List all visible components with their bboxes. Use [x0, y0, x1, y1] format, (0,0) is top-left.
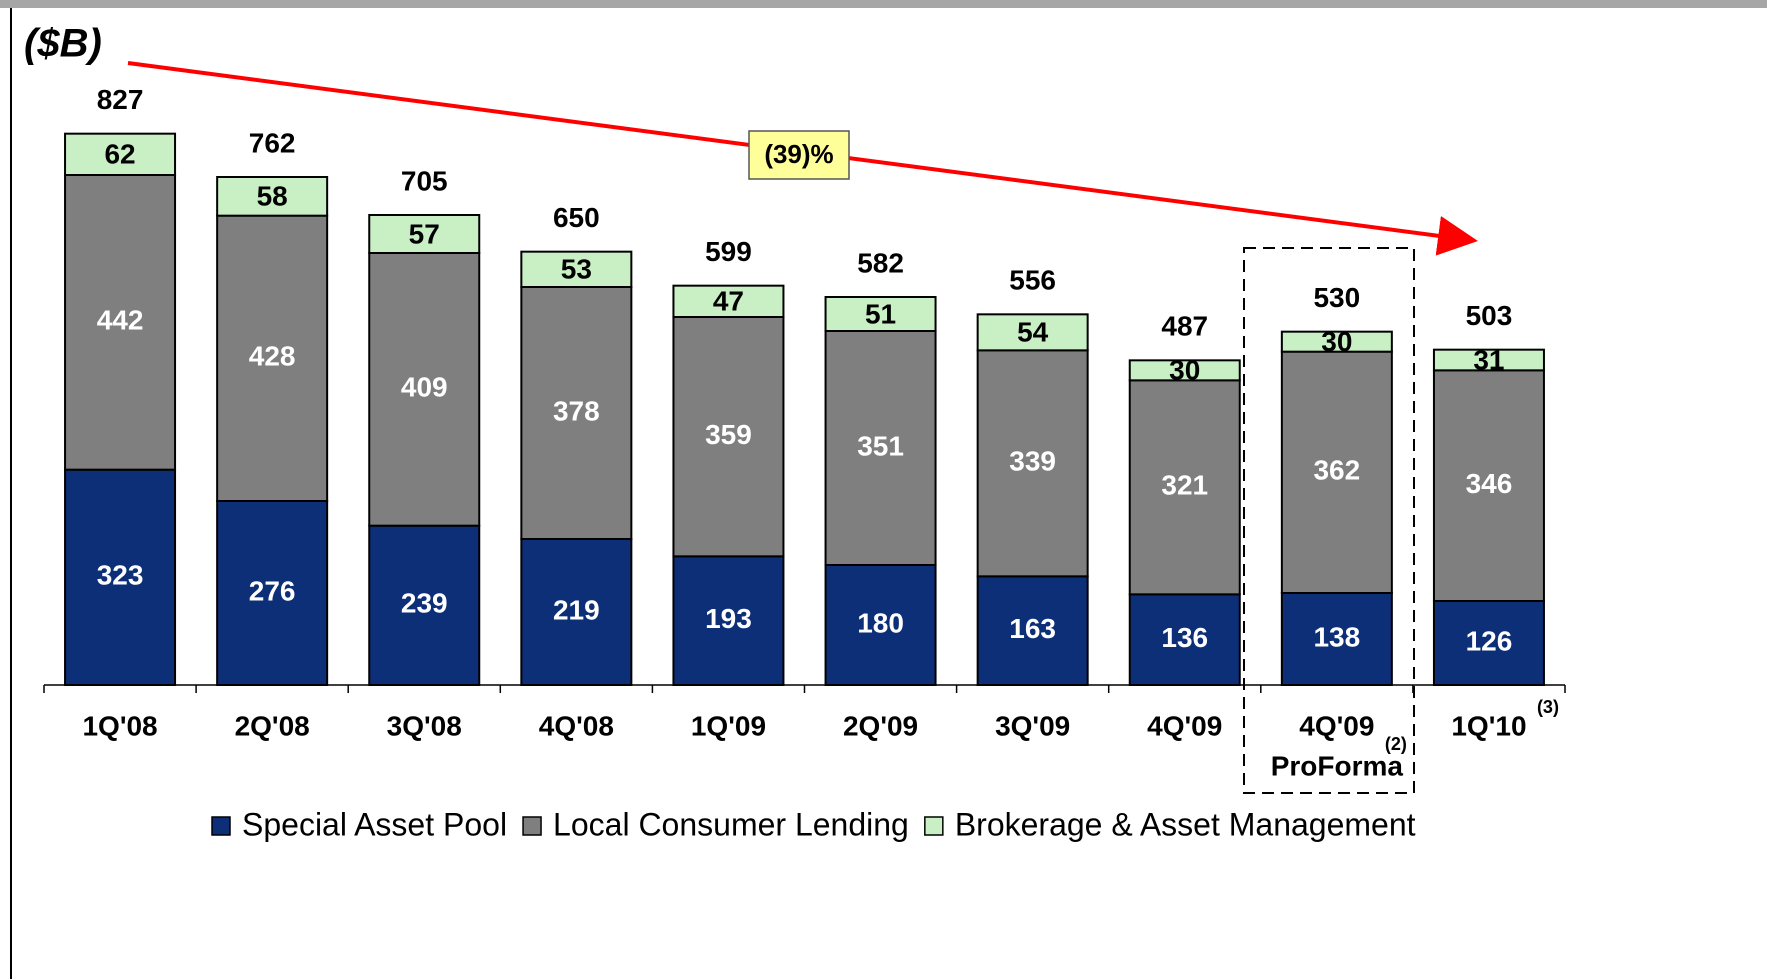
- segment-label: 351: [857, 430, 904, 461]
- total-label: 556: [1009, 265, 1056, 296]
- x-tick-label: 1Q'09: [691, 710, 766, 741]
- total-label: 599: [705, 236, 752, 267]
- bar-segment: [976, 575, 1089, 686]
- legend-swatch: [211, 816, 231, 836]
- bar-segment: [1280, 592, 1393, 686]
- segment-label: 126: [1466, 625, 1513, 656]
- segment-label: 54: [1017, 317, 1049, 348]
- x-tick-label: 3Q'08: [387, 710, 462, 741]
- legend-label: Brokerage & Asset Management: [955, 806, 1416, 842]
- x-tick-label: 4Q'08: [539, 710, 614, 741]
- segment-label: 180: [857, 607, 904, 638]
- segment-label: 47: [713, 286, 744, 317]
- bar-segment: [1432, 600, 1545, 686]
- bar-segment: [824, 564, 937, 686]
- segment-label: 163: [1009, 613, 1056, 644]
- x-tick-label: 1Q'08: [82, 710, 157, 741]
- segment-label: 339: [1009, 446, 1056, 477]
- proforma-box: [1243, 247, 1415, 794]
- bar-segment: [216, 176, 329, 217]
- bar-segment: [976, 349, 1089, 578]
- x-tick-label: 4Q'09: [1299, 710, 1374, 741]
- x-tick-label: 3Q'09: [995, 710, 1070, 741]
- segment-label: 30: [1321, 326, 1352, 357]
- bar-segment: [672, 555, 785, 686]
- segment-label: 31: [1473, 344, 1504, 375]
- bar-segment: [1280, 330, 1393, 353]
- segment-label: 136: [1161, 622, 1208, 653]
- segment-label: 51: [865, 298, 896, 329]
- segment-label: 442: [97, 305, 144, 336]
- total-label: 503: [1466, 300, 1513, 331]
- total-label: 530: [1313, 282, 1360, 313]
- bar-segment: [1432, 348, 1545, 372]
- total-label: 762: [249, 127, 296, 158]
- total-label: 650: [553, 202, 600, 233]
- bar-segment: [824, 330, 937, 566]
- total-label: 705: [401, 165, 448, 196]
- segment-label: 53: [561, 254, 592, 285]
- bar-segment: [520, 538, 633, 686]
- bar-segment: [64, 468, 177, 686]
- segment-label: 58: [257, 181, 288, 212]
- legend-label: Local Consumer Lending: [553, 806, 909, 842]
- bar-segment: [368, 524, 481, 687]
- bar-segment: [1128, 359, 1241, 382]
- segment-label: 276: [249, 575, 296, 606]
- bar-segment: [520, 250, 633, 289]
- annotation: (39)%: [764, 139, 833, 169]
- x-tick-label: 4Q'09: [1147, 710, 1222, 741]
- total-label: 827: [97, 84, 144, 115]
- segment-label: 346: [1466, 468, 1513, 499]
- segment-label: 409: [401, 372, 448, 403]
- segment-label: 378: [553, 395, 600, 426]
- legend-swatch: [522, 816, 542, 836]
- bar-segment: [368, 214, 481, 254]
- x-tick-sublabel: ProForma: [1271, 750, 1404, 781]
- segment-label: 359: [705, 419, 752, 450]
- bar-segment: [368, 252, 481, 527]
- segment-label: 62: [104, 139, 135, 170]
- bar-segment: [672, 284, 785, 318]
- segment-label: 138: [1313, 621, 1360, 652]
- x-tick-label: 1Q'10: [1451, 710, 1526, 741]
- segment-label: 428: [249, 341, 296, 372]
- footnote-marker: (3): [1537, 697, 1559, 717]
- bar-segment: [64, 174, 177, 471]
- top-bar: [0, 0, 1767, 8]
- segment-label: 57: [409, 218, 440, 249]
- bar-segment: [976, 313, 1089, 352]
- legend-label: Special Asset Pool: [242, 806, 507, 842]
- annotation-box: [748, 130, 850, 180]
- total-label: 582: [857, 247, 904, 278]
- bar-segment: [1128, 593, 1241, 686]
- bar-segment: [1280, 350, 1393, 594]
- segment-label: 362: [1313, 455, 1360, 486]
- bar-segment: [1128, 379, 1241, 596]
- segment-label: 321: [1161, 470, 1208, 501]
- segment-label: 239: [401, 588, 448, 619]
- total-label: 487: [1161, 311, 1208, 342]
- bar-segment: [1432, 369, 1545, 603]
- segment-label: 193: [705, 603, 752, 634]
- bar-segment: [672, 316, 785, 558]
- bar-segment: [64, 132, 177, 177]
- unit-label: ($B): [24, 22, 102, 66]
- x-tick-label: 2Q'09: [843, 710, 918, 741]
- bar-segment: [520, 286, 633, 540]
- footnote-marker: (2): [1385, 734, 1407, 754]
- legend-swatch: [924, 816, 944, 836]
- bar-segment: [216, 500, 329, 686]
- segment-label: 30: [1169, 355, 1200, 386]
- bar-segment: [824, 296, 937, 332]
- segment-label: 219: [553, 594, 600, 625]
- bar-segment: [216, 214, 329, 503]
- x-tick-label: 2Q'08: [235, 710, 310, 741]
- segment-label: 323: [97, 560, 144, 591]
